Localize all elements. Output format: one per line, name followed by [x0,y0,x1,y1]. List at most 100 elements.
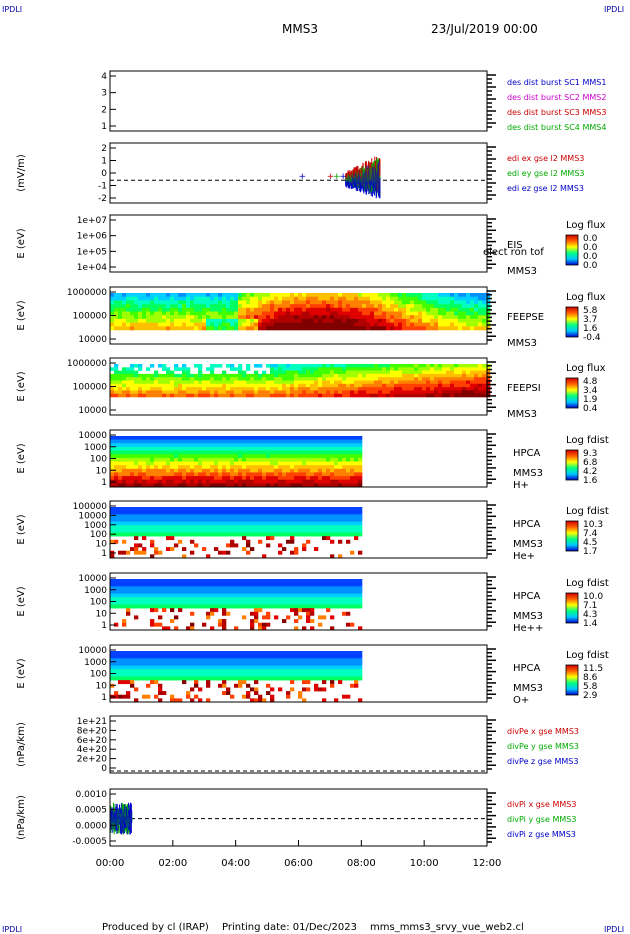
spectro-cell [290,367,295,371]
spectro-cell [342,468,347,473]
spectro-cell [178,296,183,301]
spectro-cell [214,483,219,488]
spectro-cell [330,373,335,378]
spectro-cell [318,367,323,371]
spectro-cell [182,654,187,659]
spectro-cell [274,380,279,385]
spectro-cell [198,322,203,327]
spectro-cell [218,364,223,368]
spectro-cell [354,322,359,327]
spectro-cell [194,450,199,455]
spectro-cell [270,300,275,305]
spectro-cell [258,593,263,598]
spectro-cell [334,296,339,301]
spectro-cell [114,450,119,455]
spectro-cell [246,304,251,309]
spectro-cell [334,450,339,455]
spectro-cell [182,450,187,455]
spectro-cell [158,465,163,470]
spectro-cell [266,658,271,663]
spectro-cell [426,393,431,398]
spectro-cell [354,514,359,519]
spectro-cell [242,304,247,309]
spectro-cell [154,597,159,602]
spectro-cell [350,439,355,444]
spectro-cell [310,393,315,398]
spectro-cell [170,318,175,323]
spectro-cell [178,532,183,537]
spectro-cell [142,658,147,663]
spectro-cell [282,483,287,488]
spectro-cell [166,465,171,470]
spectro-cell [302,521,307,526]
spectro-cell [334,454,339,459]
spectro-cell [442,377,447,381]
spectro-cell [290,326,295,331]
spectro-cell [282,454,287,459]
spectro-cell [350,307,355,312]
spectro-cell [118,296,123,301]
spectro-cell [310,370,315,375]
spectro-cell [210,472,215,477]
spectro-cell [170,698,175,703]
spectro-cell [134,593,139,598]
spectro-cell [174,387,179,391]
spectro-cell [298,589,303,594]
spectro-cell [138,593,143,598]
spectro-cell [174,521,179,526]
spectro-cell [270,589,275,594]
spectro-cell [374,304,379,309]
spectro-cell [182,311,187,316]
spectro-cell [302,600,307,605]
spectro-cell [354,390,359,394]
spectro-cell [342,390,347,394]
spectro-cell [406,380,411,385]
spectro-cell [154,370,159,375]
spectro-cell [166,514,171,519]
spectro-cell [190,589,195,594]
spectro-cell [426,370,431,375]
spectro-cell [298,446,303,451]
spectro-cell [206,521,211,526]
spectro-cell [194,472,199,477]
spectro-cell [166,367,171,371]
spectro-cell [194,669,199,674]
spectro-cell [218,315,223,320]
spectro-cell [226,654,231,659]
spectro-cell [246,651,251,655]
spectro-cell [266,525,271,530]
spectro-cell [330,322,335,327]
spectro-cell [342,593,347,598]
spectro-cell [314,514,319,519]
spectro-cell [454,296,459,301]
spectro-cell [334,586,339,591]
spectro-cell [354,373,359,378]
spectro-cell [222,439,227,444]
spectro-cell [422,300,427,305]
spectro-cell [198,390,203,394]
spectro-cell [470,380,475,385]
spectro-cell [322,390,327,394]
spectro-cell [322,373,327,378]
spectro-cell [282,547,287,552]
spectro-cell [134,547,139,552]
spectro-cell [138,543,143,548]
spectro-cell [458,393,463,398]
spectro-cell [190,579,195,583]
spectro-cell [446,370,451,375]
spectro-cell [314,439,319,444]
spectro-cell [158,532,163,537]
spectro-cell [338,322,343,327]
spectro-cell [462,383,467,388]
spectro-cell [138,318,143,323]
spectro-cell [326,589,331,594]
spectro-cell [290,472,295,477]
spectro-cell [238,300,243,305]
spectro-cell [234,676,239,681]
spectro-cell [158,472,163,477]
spectro-cell [134,364,139,368]
spectro-cell [274,293,279,297]
spectro-cell [254,521,259,526]
spectro-cell [298,597,303,602]
spectro-cell [258,311,263,316]
